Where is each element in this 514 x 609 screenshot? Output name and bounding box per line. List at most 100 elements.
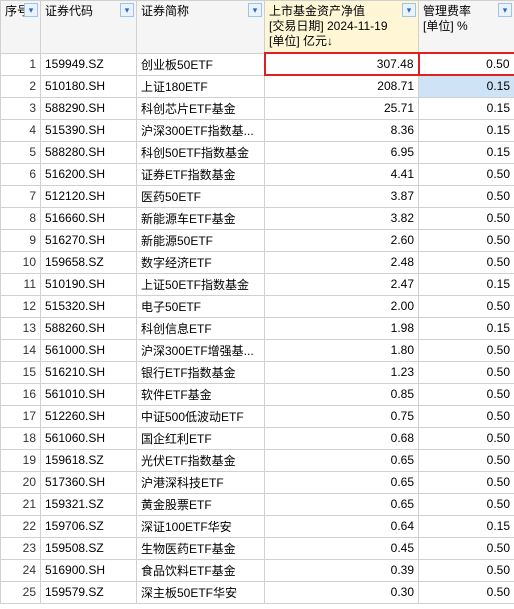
cell-idx[interactable]: 13 [1, 317, 41, 339]
cell-code[interactable]: 516200.SH [41, 163, 137, 185]
cell-fee[interactable]: 0.15 [419, 75, 514, 97]
cell-fee[interactable]: 0.50 [419, 405, 514, 427]
cell-fee[interactable]: 0.50 [419, 207, 514, 229]
table-row[interactable]: 13588260.SH科创信息ETF1.980.15 [1, 317, 514, 339]
cell-name[interactable]: 新能源车ETF基金 [137, 207, 265, 229]
cell-code[interactable]: 510190.SH [41, 273, 137, 295]
cell-idx[interactable]: 17 [1, 405, 41, 427]
cell-nav[interactable]: 4.41 [265, 163, 419, 185]
table-row[interactable]: 24516900.SH食品饮料ETF基金0.390.50 [1, 559, 514, 581]
cell-fee[interactable]: 0.50 [419, 537, 514, 559]
cell-code[interactable]: 516210.SH [41, 361, 137, 383]
cell-code[interactable]: 516270.SH [41, 229, 137, 251]
cell-code[interactable]: 512120.SH [41, 185, 137, 207]
cell-name[interactable]: 国企红利ETF [137, 427, 265, 449]
cell-fee[interactable]: 0.50 [419, 383, 514, 405]
cell-code[interactable]: 159658.SZ [41, 251, 137, 273]
cell-name[interactable]: 食品饮料ETF基金 [137, 559, 265, 581]
cell-nav[interactable]: 2.00 [265, 295, 419, 317]
table-row[interactable]: 19159618.SZ光伏ETF指数基金0.650.50 [1, 449, 514, 471]
cell-code[interactable]: 588280.SH [41, 141, 137, 163]
cell-code[interactable]: 159321.SZ [41, 493, 137, 515]
cell-name[interactable]: 沪深300ETF增强基... [137, 339, 265, 361]
cell-nav[interactable]: 0.39 [265, 559, 419, 581]
cell-idx[interactable]: 2 [1, 75, 41, 97]
cell-idx[interactable]: 9 [1, 229, 41, 251]
cell-fee[interactable]: 0.50 [419, 185, 514, 207]
cell-nav[interactable]: 208.71 [265, 75, 419, 97]
table-row[interactable]: 1159949.SZ创业板50ETF307.480.50 [1, 53, 514, 75]
cell-fee[interactable]: 0.50 [419, 339, 514, 361]
cell-fee[interactable]: 0.15 [419, 141, 514, 163]
table-row[interactable]: 17512260.SH中证500低波动ETF0.750.50 [1, 405, 514, 427]
cell-name[interactable]: 银行ETF指数基金 [137, 361, 265, 383]
cell-fee[interactable]: 0.50 [419, 449, 514, 471]
cell-idx[interactable]: 19 [1, 449, 41, 471]
cell-fee[interactable]: 0.50 [419, 295, 514, 317]
cell-idx[interactable]: 21 [1, 493, 41, 515]
table-row[interactable]: 20517360.SH沪港深科技ETF0.650.50 [1, 471, 514, 493]
cell-name[interactable]: 中证500低波动ETF [137, 405, 265, 427]
cell-code[interactable]: 561060.SH [41, 427, 137, 449]
cell-code[interactable]: 588260.SH [41, 317, 137, 339]
table-row[interactable]: 10159658.SZ数字经济ETF2.480.50 [1, 251, 514, 273]
cell-name[interactable]: 科创芯片ETF基金 [137, 97, 265, 119]
cell-idx[interactable]: 16 [1, 383, 41, 405]
cell-name[interactable]: 生物医药ETF基金 [137, 537, 265, 559]
cell-name[interactable]: 证券ETF指数基金 [137, 163, 265, 185]
cell-name[interactable]: 沪深300ETF指数基... [137, 119, 265, 141]
table-row[interactable]: 9516270.SH新能源50ETF2.600.50 [1, 229, 514, 251]
cell-name[interactable]: 创业板50ETF [137, 53, 265, 75]
filter-icon[interactable]: ▾ [248, 3, 262, 17]
cell-code[interactable]: 159508.SZ [41, 537, 137, 559]
cell-idx[interactable]: 8 [1, 207, 41, 229]
cell-fee[interactable]: 0.15 [419, 317, 514, 339]
cell-idx[interactable]: 11 [1, 273, 41, 295]
cell-nav[interactable]: 0.64 [265, 515, 419, 537]
header-index[interactable]: 序号 ▾ [1, 1, 41, 54]
cell-fee[interactable]: 0.15 [419, 515, 514, 537]
cell-fee[interactable]: 0.15 [419, 97, 514, 119]
cell-name[interactable]: 上证180ETF [137, 75, 265, 97]
cell-fee[interactable]: 0.50 [419, 53, 514, 75]
cell-idx[interactable]: 15 [1, 361, 41, 383]
cell-idx[interactable]: 10 [1, 251, 41, 273]
cell-code[interactable]: 561000.SH [41, 339, 137, 361]
cell-nav[interactable]: 0.45 [265, 537, 419, 559]
cell-nav[interactable]: 0.65 [265, 449, 419, 471]
cell-fee[interactable]: 0.50 [419, 251, 514, 273]
cell-idx[interactable]: 7 [1, 185, 41, 207]
cell-fee[interactable]: 0.50 [419, 229, 514, 251]
cell-name[interactable]: 上证50ETF指数基金 [137, 273, 265, 295]
cell-idx[interactable]: 4 [1, 119, 41, 141]
cell-name[interactable]: 医药50ETF [137, 185, 265, 207]
cell-code[interactable]: 159949.SZ [41, 53, 137, 75]
table-row[interactable]: 15516210.SH银行ETF指数基金1.230.50 [1, 361, 514, 383]
cell-name[interactable]: 数字经济ETF [137, 251, 265, 273]
cell-nav[interactable]: 0.85 [265, 383, 419, 405]
cell-nav[interactable]: 3.87 [265, 185, 419, 207]
filter-icon[interactable]: ▾ [24, 3, 38, 17]
cell-code[interactable]: 588290.SH [41, 97, 137, 119]
cell-name[interactable]: 电子50ETF [137, 295, 265, 317]
cell-idx[interactable]: 14 [1, 339, 41, 361]
cell-code[interactable]: 159618.SZ [41, 449, 137, 471]
cell-fee[interactable]: 0.15 [419, 119, 514, 141]
cell-idx[interactable]: 5 [1, 141, 41, 163]
cell-nav[interactable]: 25.71 [265, 97, 419, 119]
cell-nav[interactable]: 0.30 [265, 581, 419, 603]
header-name[interactable]: 证券简称 ▾ [137, 1, 265, 54]
table-row[interactable]: 23159508.SZ生物医药ETF基金0.450.50 [1, 537, 514, 559]
header-code[interactable]: 证券代码 ▾ [41, 1, 137, 54]
cell-code[interactable]: 515320.SH [41, 295, 137, 317]
header-nav[interactable]: 上市基金资产净值 [交易日期] 2024-11-19 [单位] 亿元↓ ▾ [265, 1, 419, 54]
table-row[interactable]: 25159579.SZ深主板50ETF华安0.300.50 [1, 581, 514, 603]
table-row[interactable]: 12515320.SH电子50ETF2.000.50 [1, 295, 514, 317]
cell-code[interactable]: 515390.SH [41, 119, 137, 141]
cell-nav[interactable]: 3.82 [265, 207, 419, 229]
table-row[interactable]: 16561010.SH软件ETF基金0.850.50 [1, 383, 514, 405]
table-row[interactable]: 22159706.SZ深证100ETF华安0.640.15 [1, 515, 514, 537]
cell-nav[interactable]: 307.48 [265, 53, 419, 75]
cell-nav[interactable]: 8.36 [265, 119, 419, 141]
table-row[interactable]: 14561000.SH沪深300ETF增强基...1.800.50 [1, 339, 514, 361]
